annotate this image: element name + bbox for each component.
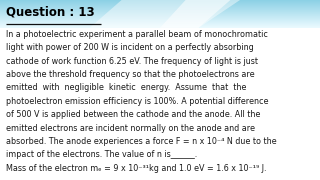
Text: In a photoelectric experiment a parallel beam of monochromatic: In a photoelectric experiment a parallel…	[6, 30, 268, 39]
Text: above the threshold frequency so that the photoelectrons are: above the threshold frequency so that th…	[6, 70, 255, 79]
Text: Question : 13: Question : 13	[6, 6, 95, 19]
Polygon shape	[90, 0, 240, 28]
Text: Mass of the electron mₑ = 9 x 10⁻³¹kg and 1.0 eV = 1.6 x 10⁻¹⁹ J.: Mass of the electron mₑ = 9 x 10⁻³¹kg an…	[6, 164, 267, 173]
Text: cathode of work function 6.25 eV. The frequency of light is just: cathode of work function 6.25 eV. The fr…	[6, 57, 259, 66]
Polygon shape	[160, 0, 230, 28]
FancyBboxPatch shape	[0, 28, 320, 180]
Text: emitted  with  negligible  kinetic  energy.  Assume  that  the: emitted with negligible kinetic energy. …	[6, 83, 247, 92]
Text: absorbed. The anode experiences a force F = n x 10⁻⁴ N due to the: absorbed. The anode experiences a force …	[6, 137, 277, 146]
Text: photoelectron emission efficiency is 100%. A potential difference: photoelectron emission efficiency is 100…	[6, 97, 269, 106]
Text: of 500 V is applied between the cathode and the anode. All the: of 500 V is applied between the cathode …	[6, 110, 261, 119]
Text: impact of the electrons. The value of n is______.: impact of the electrons. The value of n …	[6, 150, 198, 159]
Text: light with power of 200 W is incident on a perfectly absorbing: light with power of 200 W is incident on…	[6, 43, 254, 52]
Text: emitted electrons are incident normally on the anode and are: emitted electrons are incident normally …	[6, 124, 255, 133]
